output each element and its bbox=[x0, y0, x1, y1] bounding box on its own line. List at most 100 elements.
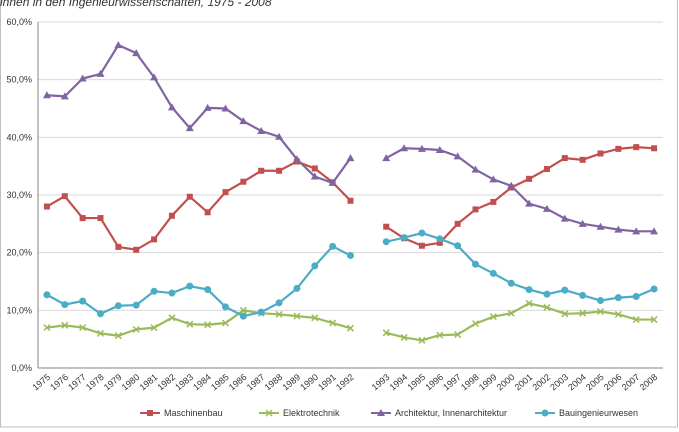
x-tick-label: 2006 bbox=[602, 372, 624, 393]
marker bbox=[133, 246, 140, 253]
marker bbox=[651, 145, 658, 152]
marker bbox=[78, 74, 87, 82]
marker bbox=[436, 331, 444, 339]
legend-label: Maschinenbau bbox=[164, 408, 223, 418]
marker bbox=[132, 325, 140, 333]
marker bbox=[61, 321, 69, 329]
x-tick-label: 1989 bbox=[280, 372, 302, 393]
marker bbox=[525, 286, 533, 294]
legend-item: Elektrotechnik bbox=[259, 408, 340, 418]
x-tick-label: 1981 bbox=[138, 372, 160, 393]
marker bbox=[239, 117, 248, 125]
marker bbox=[632, 292, 640, 300]
marker bbox=[114, 41, 123, 49]
x-tick-label: 1998 bbox=[459, 372, 481, 393]
marker bbox=[258, 167, 265, 174]
marker bbox=[489, 313, 497, 321]
x-tick-label: 1993 bbox=[370, 372, 392, 393]
marker bbox=[632, 227, 641, 235]
marker bbox=[115, 243, 122, 250]
marker bbox=[650, 316, 658, 324]
marker bbox=[507, 309, 515, 317]
marker bbox=[596, 222, 605, 230]
marker bbox=[526, 175, 533, 182]
x-tick-label: 1975 bbox=[30, 372, 52, 393]
marker bbox=[222, 189, 229, 196]
marker bbox=[168, 289, 176, 297]
x-tick-label: 1977 bbox=[66, 372, 88, 393]
marker bbox=[347, 252, 354, 260]
x-tick-label: 1991 bbox=[316, 372, 338, 393]
legend-marker bbox=[265, 409, 273, 417]
x-tick-label: 1984 bbox=[191, 372, 213, 393]
marker bbox=[597, 150, 604, 157]
marker bbox=[150, 287, 158, 295]
marker bbox=[311, 262, 319, 270]
marker bbox=[43, 203, 50, 210]
marker bbox=[507, 279, 515, 287]
x-tick-label: 2001 bbox=[513, 372, 535, 393]
marker bbox=[186, 320, 194, 328]
marker bbox=[383, 223, 390, 230]
marker bbox=[472, 260, 479, 268]
x-tick-label: 2005 bbox=[584, 372, 606, 393]
marker bbox=[42, 91, 51, 99]
marker bbox=[329, 242, 337, 250]
marker bbox=[275, 299, 283, 307]
legend-item: Architektur, Innenarchitektur bbox=[371, 408, 507, 418]
marker bbox=[257, 126, 266, 134]
marker bbox=[310, 172, 319, 180]
marker bbox=[150, 324, 158, 332]
x-tick-label: 1992 bbox=[334, 372, 356, 393]
marker bbox=[418, 229, 426, 237]
marker bbox=[632, 316, 640, 324]
y-tick-label: 40,0% bbox=[6, 132, 32, 142]
marker bbox=[204, 209, 211, 216]
marker bbox=[96, 329, 105, 337]
legend-label: Bauingenieurwesen bbox=[559, 408, 638, 418]
x-tick-label: 1976 bbox=[48, 372, 70, 393]
x-tick-label: 1986 bbox=[227, 372, 249, 393]
marker bbox=[328, 178, 337, 186]
marker bbox=[132, 49, 141, 57]
marker bbox=[168, 212, 175, 219]
x-tick-label: 2008 bbox=[638, 372, 660, 393]
marker bbox=[151, 236, 158, 243]
marker bbox=[579, 309, 587, 317]
marker bbox=[60, 92, 69, 100]
marker bbox=[560, 214, 569, 222]
marker bbox=[525, 199, 534, 207]
marker bbox=[329, 319, 337, 327]
marker bbox=[292, 155, 301, 163]
marker bbox=[96, 69, 105, 77]
x-tick-label: 1980 bbox=[120, 372, 142, 393]
marker bbox=[490, 198, 497, 205]
marker bbox=[436, 239, 443, 246]
series-line bbox=[46, 302, 655, 342]
legend-label: Elektrotechnik bbox=[283, 408, 340, 418]
marker bbox=[400, 234, 408, 242]
marker bbox=[275, 310, 283, 318]
marker bbox=[204, 321, 212, 329]
x-tick-label: 1996 bbox=[423, 372, 445, 393]
marker bbox=[347, 197, 354, 204]
legend-item: Bauingenieurwesen bbox=[535, 408, 638, 418]
marker bbox=[453, 152, 462, 160]
marker bbox=[239, 306, 247, 314]
legend-label: Architektur, Innenarchitektur bbox=[395, 408, 507, 418]
marker bbox=[240, 178, 247, 185]
marker bbox=[650, 227, 659, 235]
x-tick-label: 2002 bbox=[530, 372, 552, 393]
marker bbox=[97, 310, 104, 318]
x-tick-label: 2007 bbox=[620, 372, 642, 393]
x-tick-label: 1997 bbox=[441, 372, 463, 393]
marker bbox=[543, 166, 550, 173]
marker bbox=[150, 73, 159, 81]
marker bbox=[507, 181, 516, 189]
x-tick-label: 2000 bbox=[495, 372, 517, 393]
marker bbox=[633, 144, 640, 151]
marker bbox=[186, 282, 194, 290]
marker bbox=[418, 242, 425, 249]
marker bbox=[382, 329, 390, 337]
